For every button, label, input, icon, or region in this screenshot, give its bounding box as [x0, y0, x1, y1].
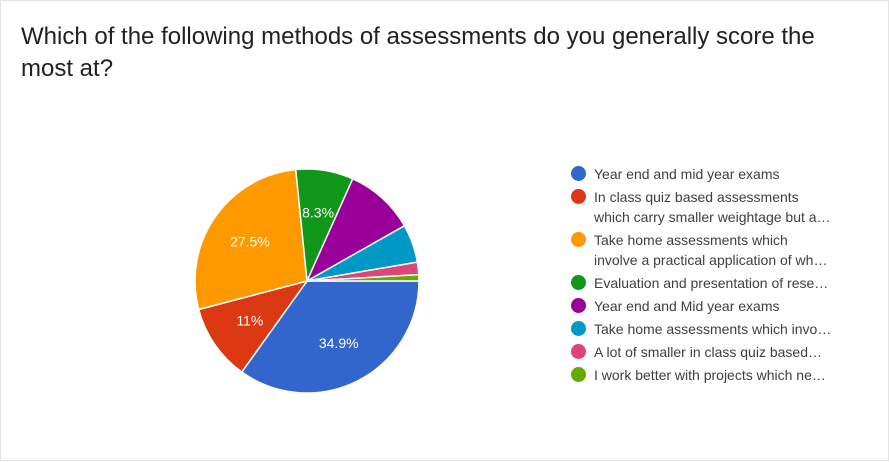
legend-swatch-icon	[571, 275, 586, 290]
legend-swatch-icon	[571, 232, 586, 247]
slice-data-label: 27.5%	[230, 233, 270, 249]
legend-label-line: involve a practical application of wh…	[594, 252, 828, 268]
slice-data-label: 8.3%	[302, 204, 334, 220]
legend-label-line: Take home assessments which invo…	[594, 321, 832, 337]
legend-swatch-icon	[571, 189, 586, 204]
pie-slice[interactable]	[194, 168, 308, 311]
pie-slice[interactable]	[240, 280, 420, 394]
legend-item[interactable]: Take home assessments which involve a pra…	[571, 230, 871, 270]
legend-label: A lot of smaller in class quiz based…	[594, 342, 871, 362]
legend-label: Take home assessments which involve a pra…	[594, 230, 871, 270]
legend-item[interactable]: Evaluation and presentation of rese…	[571, 273, 871, 293]
legend-item[interactable]: I work better with projects which ne…	[571, 365, 871, 385]
legend-item[interactable]: Year end and mid year exams	[571, 164, 871, 184]
pie-slice[interactable]	[305, 177, 406, 283]
pie-slice[interactable]	[197, 279, 309, 374]
legend-swatch-icon	[571, 367, 586, 382]
legend-label-line: A lot of smaller in class quiz based…	[594, 344, 822, 360]
legend-label-line: Evaluation and presentation of rese…	[594, 275, 829, 291]
legend-label-line: Take home assessments which	[594, 232, 788, 248]
legend-label: I work better with projects which ne…	[594, 365, 871, 385]
legend-label-line: which carry smaller weightage but a…	[594, 209, 831, 225]
chart-legend: Year end and mid year exams In class quiz…	[571, 164, 871, 388]
legend-item[interactable]: In class quiz based assessments which car…	[571, 187, 871, 227]
legend-label: Evaluation and presentation of rese…	[594, 273, 871, 293]
legend-swatch-icon	[571, 321, 586, 336]
slice-data-label: 34.9%	[319, 335, 359, 351]
legend-label-line: I work better with projects which ne…	[594, 367, 826, 383]
pie-slice[interactable]	[306, 273, 420, 282]
chart-title: Which of the following methods of assess…	[21, 23, 815, 82]
legend-label-line: Year end and mid year exams	[594, 166, 780, 182]
legend-label-line: Year end and Mid year exams	[594, 298, 780, 314]
legend-item[interactable]: A lot of smaller in class quiz based…	[571, 342, 871, 362]
legend-label: In class quiz based assessments which car…	[594, 187, 871, 227]
legend-label-line: In class quiz based assessments	[594, 189, 799, 205]
legend-label: Take home assessments which invo…	[594, 319, 871, 339]
legend-swatch-icon	[571, 298, 586, 313]
legend-item[interactable]: Year end and Mid year exams	[571, 296, 871, 316]
legend-label: Year end and mid year exams	[594, 164, 871, 184]
legend-swatch-icon	[571, 166, 586, 181]
legend-item[interactable]: Take home assessments which invo…	[571, 319, 871, 339]
legend-label: Year end and Mid year exams	[594, 296, 871, 316]
legend-swatch-icon	[571, 344, 586, 359]
slice-data-label: 11%	[236, 312, 263, 328]
